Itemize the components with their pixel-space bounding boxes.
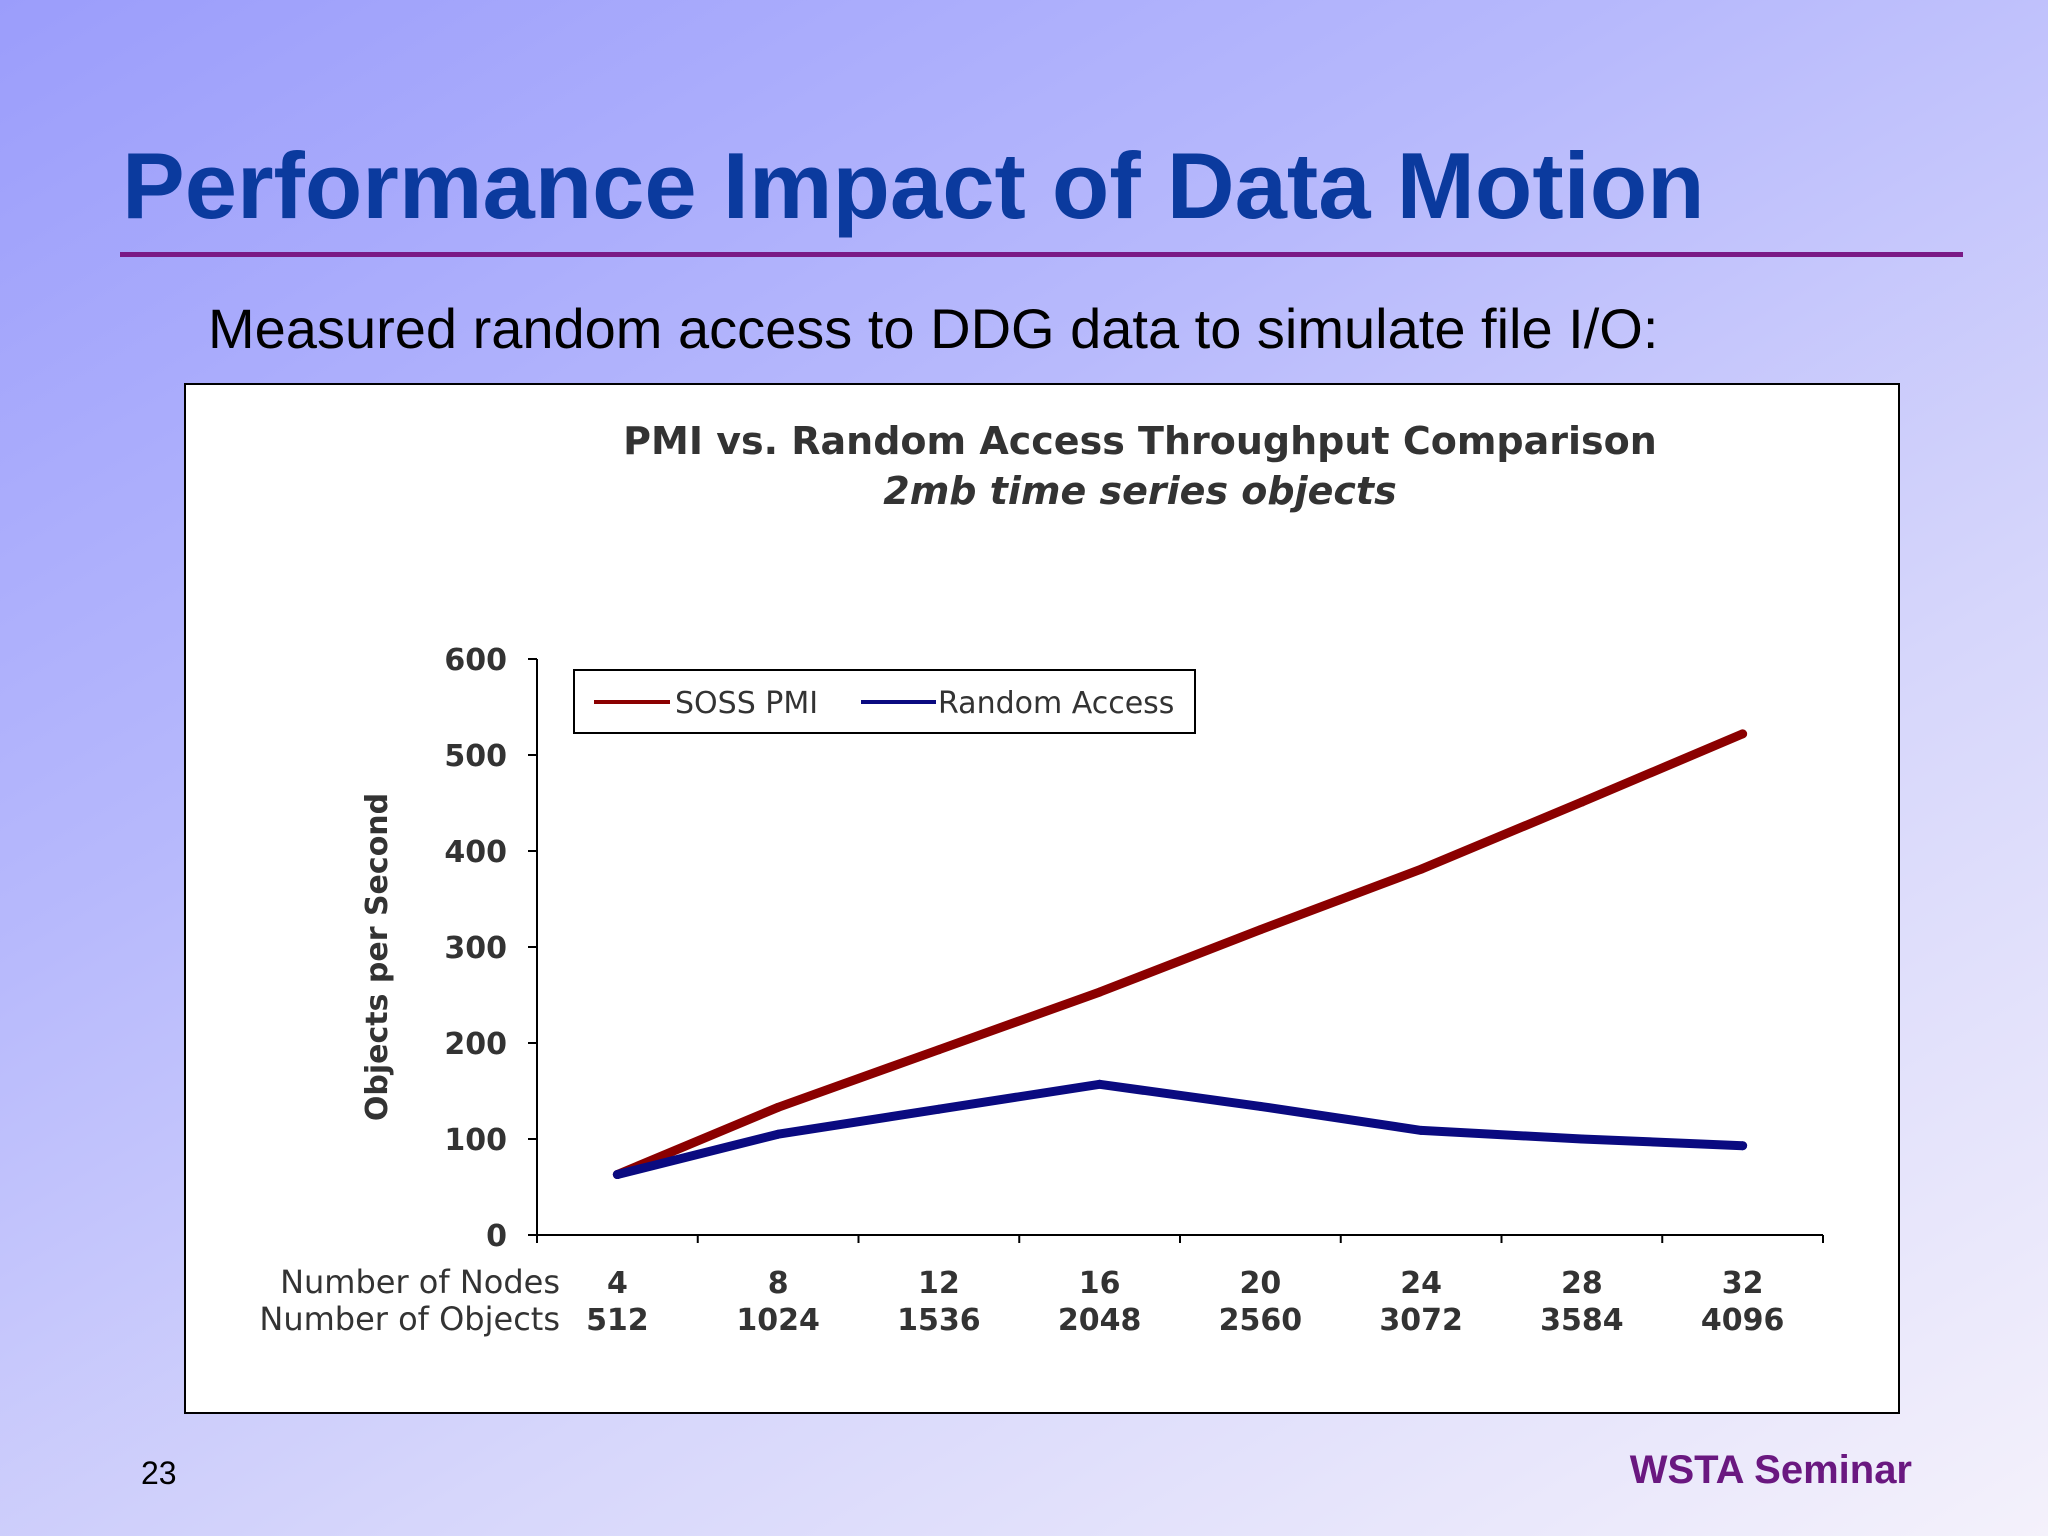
data-point-soss-pmi — [773, 1102, 783, 1112]
slide-subtitle: Measured random access to DDG data to si… — [208, 297, 1659, 360]
data-point-random-access — [612, 1170, 622, 1180]
chart-subtitle: 2mb time series objects — [883, 469, 1396, 513]
title-underline — [120, 252, 1963, 257]
category-tick-label: 4096 — [1701, 1303, 1785, 1338]
data-point-soss-pmi — [1416, 864, 1426, 874]
category-tick-label: 1536 — [897, 1303, 981, 1338]
slide-title: Performance Impact of Data Motion — [122, 133, 1705, 238]
data-point-random-access — [1577, 1134, 1587, 1144]
category-tick-label: 8 — [768, 1266, 789, 1301]
chart: PMI vs. Random Access Throughput Compari… — [259, 419, 1824, 1338]
footer-label: WSTA Seminar — [1629, 1448, 1912, 1492]
y-tick-label: 600 — [444, 643, 507, 678]
category-tick-label: 16 — [1079, 1266, 1121, 1301]
data-point-soss-pmi — [1255, 925, 1265, 935]
axes: 0 100 200 300 400 500 600 — [444, 643, 1824, 1254]
data-point-random-access — [773, 1129, 783, 1139]
chart-title: PMI vs. Random Access Throughput Compari… — [623, 419, 1657, 463]
y-axis-label: Objects per Second — [360, 793, 395, 1121]
data-point-random-access — [1416, 1125, 1426, 1135]
slide-number: 23 — [141, 1455, 177, 1491]
data-point-random-access — [1095, 1079, 1105, 1089]
y-tick-label: 300 — [444, 931, 507, 966]
category-row-label: Number of Objects — [259, 1300, 560, 1338]
y-tick-label: 0 — [486, 1219, 507, 1254]
category-tick-label: 28 — [1561, 1266, 1603, 1301]
category-tick-label: 20 — [1240, 1266, 1282, 1301]
data-point-soss-pmi — [1738, 729, 1748, 739]
category-row-label: Number of Nodes — [280, 1263, 560, 1301]
category-tick-label: 24 — [1400, 1266, 1442, 1301]
data-point-soss-pmi — [1095, 987, 1105, 997]
category-tick-label: 32 — [1722, 1266, 1764, 1301]
category-labels: Number of Nodes 4 8 12 16 20 24 28 32 Number of O… — [259, 1263, 1784, 1338]
series-group — [612, 729, 1748, 1180]
data-point-soss-pmi — [934, 1045, 944, 1055]
data-point-random-access — [1255, 1101, 1265, 1111]
y-tick-label: 500 — [444, 739, 507, 774]
category-tick-label: 2560 — [1219, 1303, 1303, 1338]
category-tick-label: 4 — [607, 1266, 628, 1301]
chart-frame: PMI vs. Random Access Throughput Compari… — [184, 383, 1900, 1414]
series-line-soss-pmi — [612, 729, 1748, 1179]
category-tick-label: 3584 — [1540, 1303, 1624, 1338]
series-line-random-access — [612, 1079, 1748, 1179]
legend-label-random-access: Random Access — [938, 686, 1174, 721]
category-tick-label: 1024 — [736, 1303, 820, 1338]
y-tick-label: 400 — [444, 835, 507, 870]
data-point-random-access — [934, 1104, 944, 1114]
category-tick-label: 12 — [918, 1266, 960, 1301]
y-tick-label: 200 — [444, 1027, 507, 1062]
legend: SOSS PMI Random Access — [573, 669, 1196, 734]
legend-label-soss-pmi: SOSS PMI — [675, 686, 818, 721]
data-point-soss-pmi — [1577, 797, 1587, 807]
y-tick-label: 100 — [444, 1123, 507, 1158]
data-point-random-access — [1738, 1141, 1748, 1151]
category-tick-label: 512 — [586, 1303, 649, 1338]
category-tick-label: 3072 — [1379, 1303, 1463, 1338]
category-tick-label: 2048 — [1058, 1303, 1142, 1338]
